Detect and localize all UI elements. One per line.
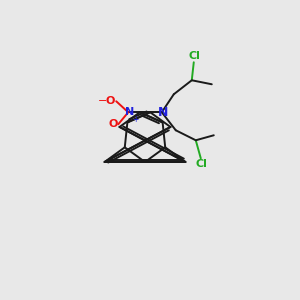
Text: O: O <box>109 119 118 129</box>
Text: Cl: Cl <box>189 51 201 61</box>
Text: O: O <box>106 96 115 106</box>
Text: N: N <box>158 106 168 119</box>
Text: Cl: Cl <box>196 159 208 169</box>
Text: N: N <box>124 107 134 117</box>
Text: −: − <box>98 96 107 106</box>
Text: +: + <box>132 115 138 124</box>
